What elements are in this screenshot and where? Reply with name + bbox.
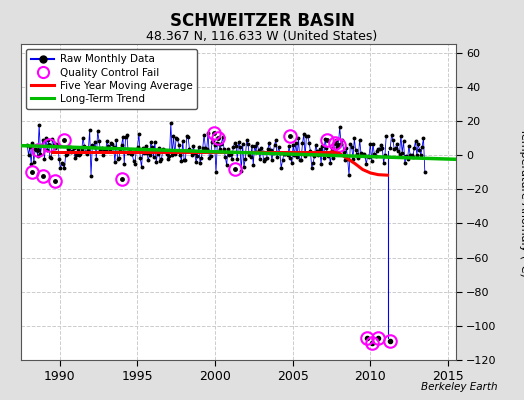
Legend: Raw Monthly Data, Quality Control Fail, Five Year Moving Average, Long-Term Tren: Raw Monthly Data, Quality Control Fail, … bbox=[26, 49, 198, 109]
Text: SCHWEITZER BASIN: SCHWEITZER BASIN bbox=[170, 12, 354, 30]
Text: 48.367 N, 116.633 W (United States): 48.367 N, 116.633 W (United States) bbox=[146, 30, 378, 43]
Y-axis label: Temperature Anomaly (°C): Temperature Anomaly (°C) bbox=[519, 128, 524, 276]
Text: Berkeley Earth: Berkeley Earth bbox=[421, 382, 498, 392]
